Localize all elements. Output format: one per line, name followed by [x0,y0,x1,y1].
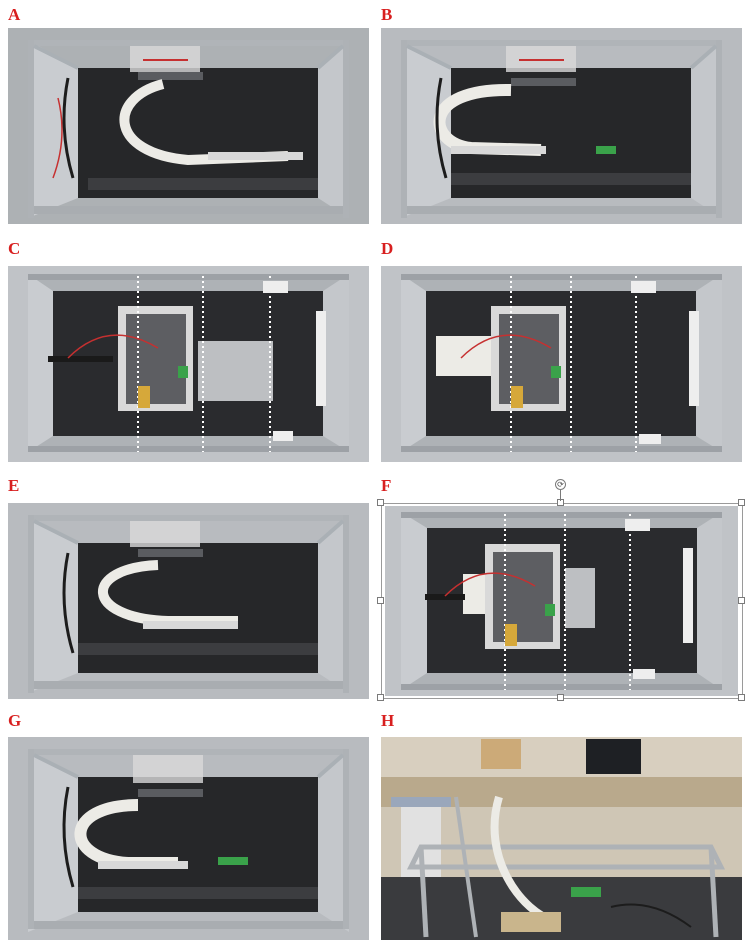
panel-label-f: F [381,476,392,495]
resize-handle-w[interactable] [377,597,384,604]
rotate-stem [560,489,561,501]
resize-handle-e[interactable] [738,597,745,604]
photo-panel-d[interactable] [381,266,742,462]
photo-panel-c[interactable] [8,266,369,462]
photo-panel-b[interactable] [381,28,742,224]
panel-label-h: H [381,711,395,730]
rotate-handle-icon[interactable]: ⟳ [555,479,566,490]
panel-label-g: G [8,711,22,730]
resize-handle-se[interactable] [738,694,745,701]
resize-handle-s[interactable] [557,694,564,701]
photo-panel-a[interactable] [8,28,369,224]
panel-label-c: C [8,239,21,258]
photo-panel-h[interactable] [381,737,742,940]
resize-handle-nw[interactable] [377,499,384,506]
panel-label-e: E [8,476,20,495]
panel-label-d: D [381,239,394,258]
resize-handle-ne[interactable] [738,499,745,506]
photo-panel-e[interactable] [8,503,369,699]
panel-label-a: A [8,5,21,24]
photo-panel-g[interactable] [8,737,369,940]
resize-handle-sw[interactable] [377,694,384,701]
panel-label-b: B [381,5,393,24]
photo-panel-f[interactable] [385,506,738,696]
